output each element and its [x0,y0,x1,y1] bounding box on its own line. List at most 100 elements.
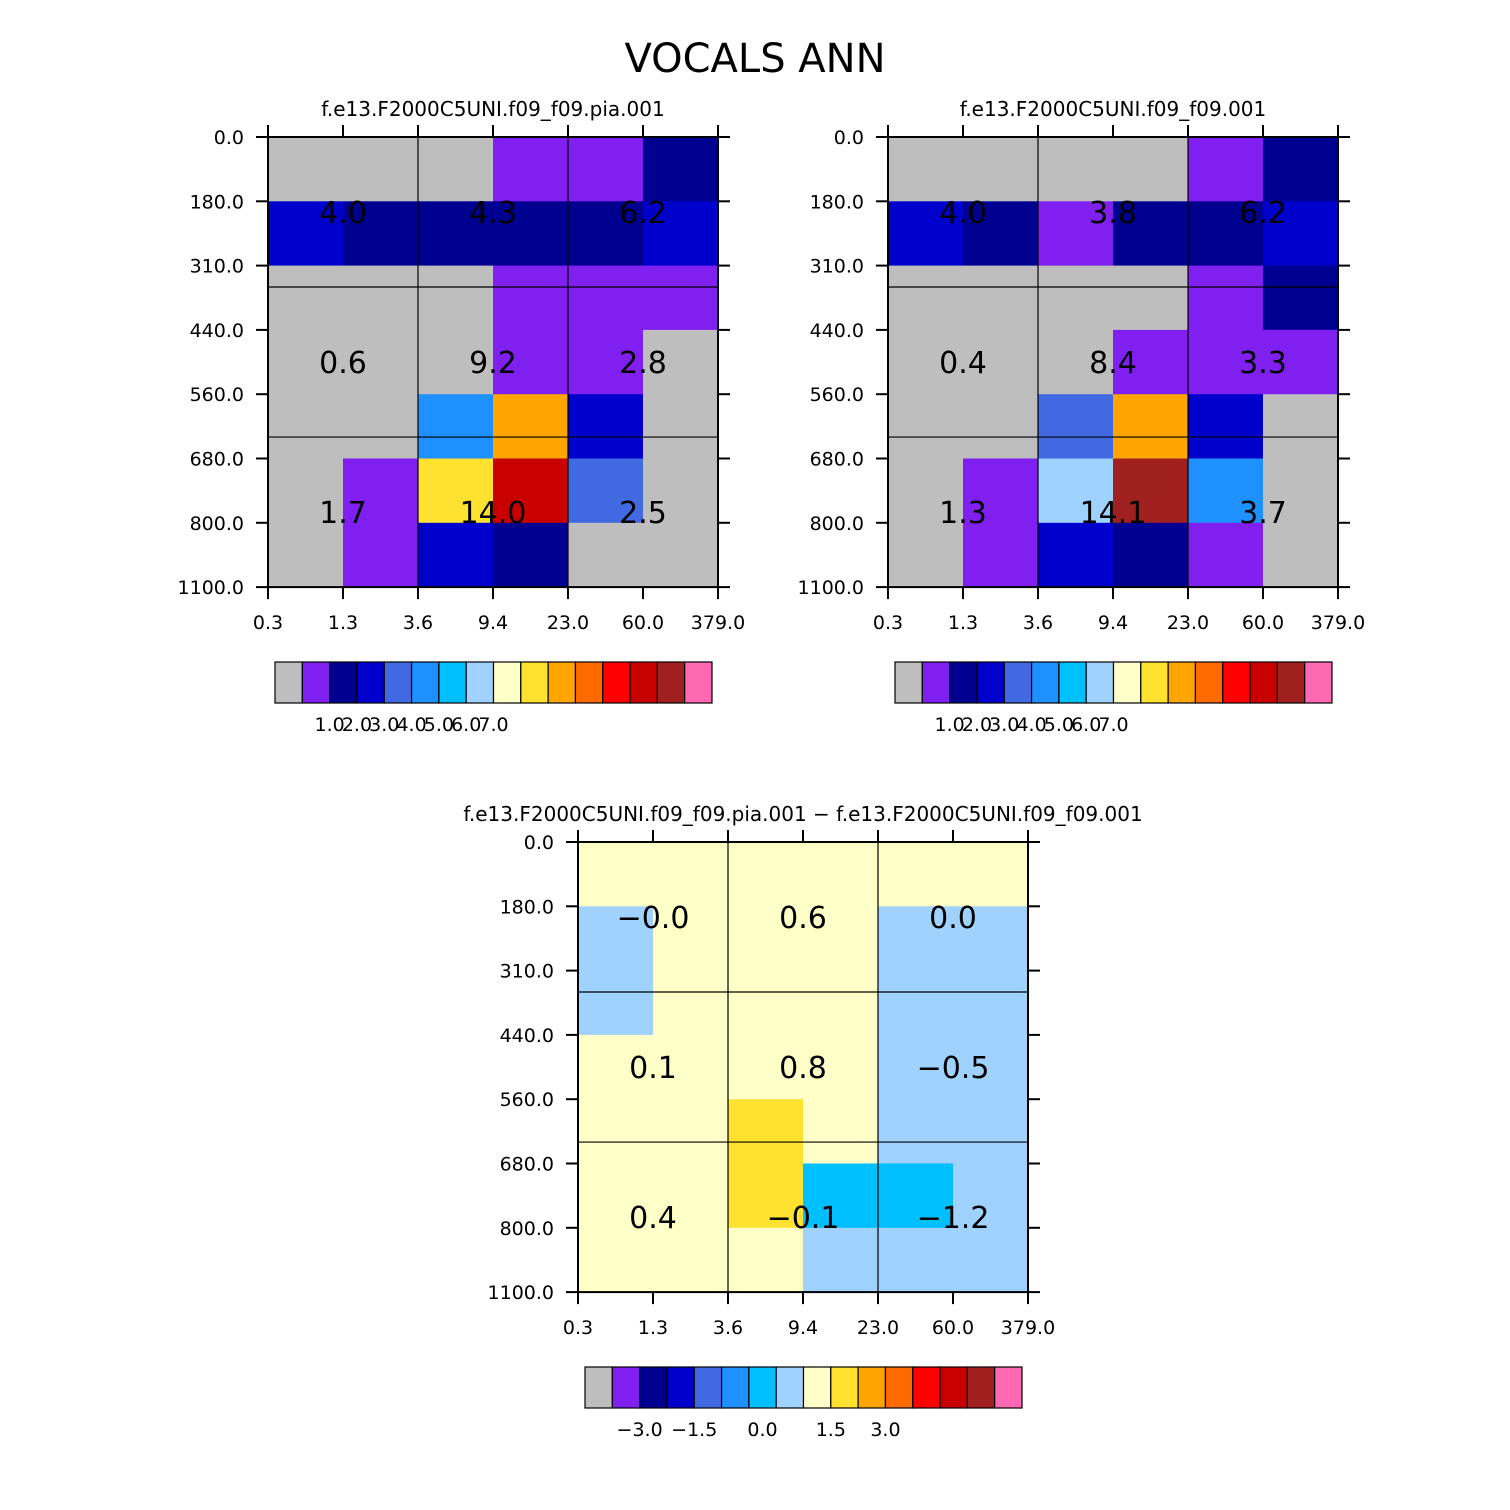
group-value-label: 0.6 [319,346,367,381]
colorbar-box [666,1366,695,1409]
heatmap-cell [1188,265,1264,331]
x-tick-label: 23.0 [1167,612,1209,634]
heatmap-cell [643,458,719,524]
y-tick-label: 680.0 [810,449,864,471]
y-tick-label: 1100.0 [488,1282,554,1304]
group-value-label: 8.4 [1089,346,1137,381]
heatmap-cell [343,137,419,202]
colorbar-box [329,661,358,704]
heatmap-cell [878,1163,954,1229]
heatmap-cell [878,1034,954,1100]
heatmap-cell [1188,137,1264,202]
colorbar-box [611,1366,641,1409]
heatmap-cell [1188,458,1264,524]
group-value-label: 4.0 [939,196,987,231]
colorbar-box [492,661,522,704]
heatmap-cell [888,137,964,202]
colorbar-box [894,661,923,704]
heatmap-cell [493,137,569,202]
group-value-label: 9.2 [469,346,517,381]
y-tick-label: 800.0 [500,1218,554,1240]
heatmap-cell [643,201,719,267]
colorbar-box [1222,661,1251,704]
heatmap-cell [803,1227,879,1293]
heatmap-cell [953,970,1029,1036]
colorbar-box [684,661,713,704]
colorbar-box [584,1366,613,1409]
heatmap-cell [878,906,954,972]
group-value-label: 14.0 [460,496,527,531]
heatmap-cell [1188,522,1264,588]
heatmap-cell [578,1099,654,1165]
heatmap-cell [653,906,729,972]
colorbar-label: 5.0 [424,714,454,736]
y-tick-label: 560.0 [190,384,244,406]
heatmap-cell [888,458,964,524]
heatmap-cell [578,1227,654,1293]
x-tick-label: 379.0 [1311,612,1365,634]
heatmap-cell [1188,201,1264,267]
group-value-label: 3.7 [1239,496,1287,531]
colorbar-box [1194,661,1224,704]
heatmap-cell [728,1034,804,1100]
x-tick-label: 9.4 [788,1317,818,1339]
heatmap-cell [878,1227,954,1293]
heatmap-cell [418,522,494,588]
x-tick-label: 0.3 [563,1317,593,1339]
heatmap-cell [653,1163,729,1229]
colorbar-box [1167,661,1197,704]
colorbar-box [720,1366,750,1409]
x-tick-label: 0.3 [873,612,903,634]
colorbar-box [857,1366,887,1409]
group-value-label: −0.0 [617,901,690,936]
group-value-label: −1.2 [917,1201,990,1236]
x-tick-label: 3.6 [403,612,433,634]
heatmap-cell [578,1163,654,1229]
colorbar-box [356,661,385,704]
colorbar-box [383,661,413,704]
colorbar-box [574,661,604,704]
heatmap-cell [268,522,344,588]
heatmap-cell [728,970,804,1036]
heatmap-cell [803,842,879,907]
colorbar-box [884,1366,914,1409]
colorbar-box [520,661,549,704]
colorbar-box [693,1366,723,1409]
colorbar-box [1085,661,1115,704]
colorbar-box [1003,661,1033,704]
x-tick-label: 3.6 [713,1317,743,1339]
heatmap-cell [878,970,954,1036]
group-value-label: 0.4 [629,1201,677,1236]
colorbar-label: −3.0 [617,1419,663,1441]
colorbar-box [1304,661,1333,704]
heatmap-cell [803,1099,879,1165]
colorbar-box [976,661,1005,704]
panel-3: −0.0 0.6 0.0 0.1 0.8 −0.5 0.4 −0.1 −1.2 f.e13.F20… [463,802,1142,1441]
x-tick-label: 0.3 [253,612,283,634]
heatmap-cell [1263,329,1339,395]
group-value-label: 2.8 [619,346,667,381]
heatmap-cell [268,201,344,267]
colorbar-box [438,661,467,704]
heatmap-cell [653,1099,729,1165]
colorbar-box [602,661,631,704]
colorbar-label: 1.0 [315,714,345,736]
panels: 4.0 4.3 6.2 0.6 9.2 2.8 1.7 14.0 2.5 f.e13.F2000C… [178,97,1366,1441]
x-tick-label: 379.0 [691,612,745,634]
y-tick-label: 310.0 [810,256,864,278]
heatmap-cell [1038,522,1114,588]
colorbar-box [465,661,495,704]
heatmap-cell [643,137,719,202]
group-value-label: −0.1 [767,1201,840,1236]
panel-title: f.e13.F2000C5UNI.f09_f09.001 [960,97,1267,121]
group-value-label: 4.0 [319,196,367,231]
heatmap-cell [963,394,1039,460]
heatmap-cell [1038,394,1114,460]
colorbar-label: 1.5 [816,1419,846,1441]
heatmap-cell [418,394,494,460]
heatmap-cell [1188,329,1264,395]
y-tick-label: 180.0 [190,191,244,213]
colorbar-label: 4.0 [396,714,426,736]
heatmap-cell [728,1227,804,1293]
heatmap-cell [1113,394,1189,460]
